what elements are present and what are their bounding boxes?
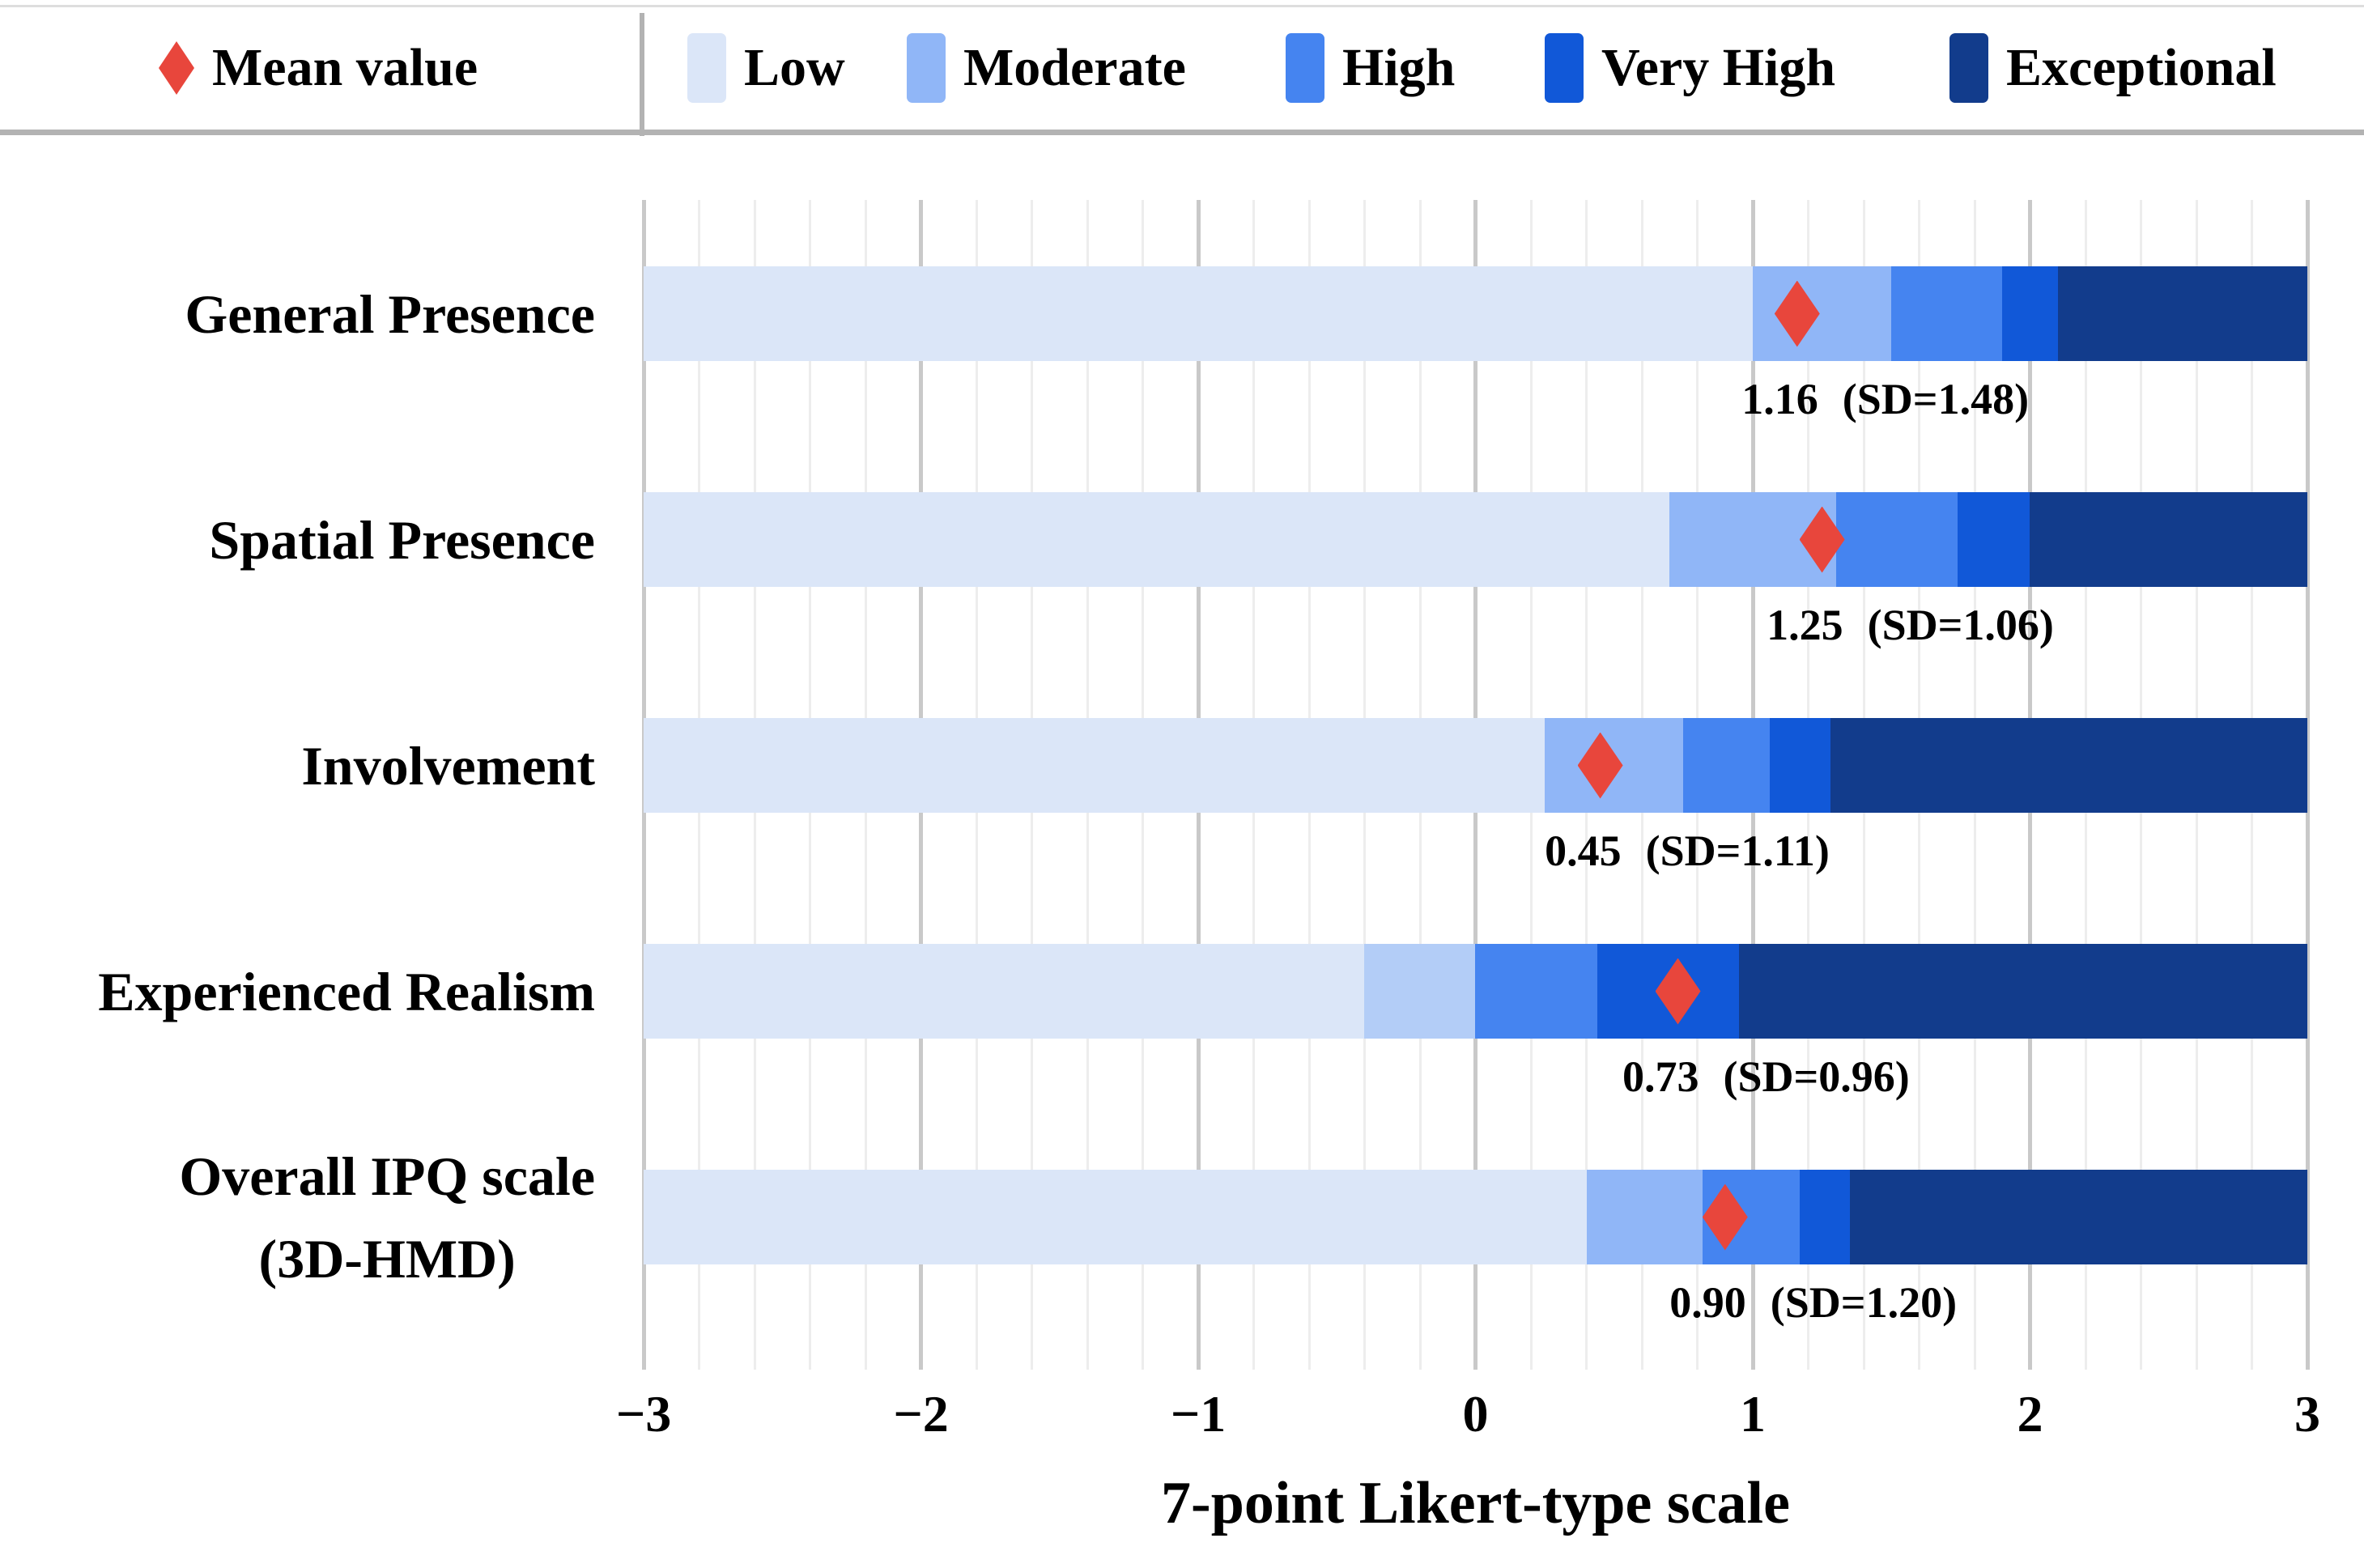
chart-top-border xyxy=(0,5,2364,7)
segment-exceptional xyxy=(1830,718,2307,813)
category-label-general-presence: General Presence xyxy=(185,283,595,345)
legend-item-mean: Mean value xyxy=(159,6,478,130)
segment-exceptional xyxy=(2057,266,2307,361)
mean-sd-label-spatial-presence: 1.25 (SD=1.06) xyxy=(1767,600,2054,650)
mean-value: 1.25 xyxy=(1767,601,1843,649)
mean-sd-label-overall-ipq-scale-3d-hmd: 0.90 (SD=1.20) xyxy=(1669,1277,1957,1328)
legend-swatch-high xyxy=(1286,33,1324,103)
mean-value: 1.16 xyxy=(1741,375,1818,423)
x-tick-0: 0 xyxy=(1462,1385,1489,1443)
category-label-overall-ipq-scale-3d-hmd: Overall IPQ scale (3D-HMD) xyxy=(179,1145,595,1290)
bar-spatial-presence xyxy=(644,492,2307,587)
segment-low xyxy=(644,266,1753,361)
segment-exceptional xyxy=(1738,944,2307,1039)
mean-value: 0.45 xyxy=(1545,826,1622,875)
segment-very-high xyxy=(2002,266,2058,361)
segment-low xyxy=(644,1170,1587,1264)
legend-item-exceptional: Exceptional xyxy=(1949,6,2277,130)
legend-item-low: Low xyxy=(687,6,845,130)
x-tick-2: 2 xyxy=(2017,1385,2043,1443)
segment-low xyxy=(644,492,1670,587)
legend-label: Low xyxy=(744,38,845,97)
x-tick--3: −3 xyxy=(615,1385,672,1443)
category-label-involvement: Involvement xyxy=(301,734,595,797)
bar-general-presence xyxy=(644,266,2307,361)
mean-value: 0.73 xyxy=(1622,1052,1699,1101)
segment-high xyxy=(1835,492,1958,587)
mean-value: 0.90 xyxy=(1669,1278,1746,1327)
legend-swatch-very-high xyxy=(1545,33,1584,103)
chart-legend: Mean value Low Moderate High Very High Excep… xyxy=(0,6,2364,136)
legend-label: Very High xyxy=(1601,38,1836,97)
bar-involvement xyxy=(644,718,2307,813)
mean-diamond-icon xyxy=(159,41,194,95)
segment-high xyxy=(1683,718,1770,813)
segment-low xyxy=(644,718,1546,813)
segment-moderate xyxy=(1586,1170,1703,1264)
category-label-spatial-presence: Spatial Presence xyxy=(209,508,595,571)
mean-sd-label-general-presence: 1.16 (SD=1.48) xyxy=(1741,374,2029,424)
sd-value: (SD=1.11) xyxy=(1645,826,1830,875)
legend-label: Moderate xyxy=(963,38,1186,97)
legend-separator-rule xyxy=(0,130,2364,135)
x-axis-title: 7-point Likert-type scale xyxy=(1161,1470,1790,1536)
major-gridline xyxy=(2305,200,2310,1370)
mean-sd-label-involvement: 0.45 (SD=1.11) xyxy=(1545,826,1830,876)
sd-value: (SD=1.48) xyxy=(1842,375,2030,423)
segment-very-high xyxy=(1800,1170,1850,1264)
segment-exceptional xyxy=(2030,492,2307,587)
legend-swatch-low xyxy=(687,33,726,103)
segment-exceptional xyxy=(1849,1170,2307,1264)
x-tick-1: 1 xyxy=(1740,1385,1766,1443)
sd-value: (SD=1.20) xyxy=(1770,1278,1958,1327)
segment-low xyxy=(644,944,1365,1039)
plot-area: General Presence 1.16 (SD=1.48) Spatial Pre… xyxy=(0,135,2364,1568)
bar-overall-ipq-scale-3d-hmd xyxy=(644,1170,2307,1264)
x-tick--2: −2 xyxy=(893,1385,949,1443)
legend-divider xyxy=(640,13,644,136)
bar-experienced-realism xyxy=(644,944,2307,1039)
legend-swatch-exceptional xyxy=(1949,33,1988,103)
segment-very-high xyxy=(1958,492,2030,587)
legend-item-high: High xyxy=(1286,6,1455,130)
legend-label: Exceptional xyxy=(2006,38,2277,97)
legend-item-moderate: Moderate xyxy=(907,6,1186,130)
mean-sd-label-experienced-realism: 0.73 (SD=0.96) xyxy=(1622,1052,1910,1102)
segment-high xyxy=(1891,266,2003,361)
legend-mean-label: Mean value xyxy=(212,38,478,97)
sd-value: (SD=0.96) xyxy=(1723,1052,1910,1101)
category-label-experienced-realism: Experienced Realism xyxy=(98,960,595,1022)
segment-very-high xyxy=(1769,718,1830,813)
segment-moderate xyxy=(1364,944,1476,1039)
x-tick--1: −1 xyxy=(1170,1385,1227,1443)
legend-label: High xyxy=(1342,38,1456,97)
legend-item-very-high: Very High xyxy=(1545,6,1835,130)
segment-high xyxy=(1475,944,1598,1039)
sd-value: (SD=1.06) xyxy=(1867,601,2054,649)
legend-swatch-moderate xyxy=(907,33,946,103)
x-tick-3: 3 xyxy=(2294,1385,2320,1443)
segment-moderate xyxy=(1753,266,1892,361)
